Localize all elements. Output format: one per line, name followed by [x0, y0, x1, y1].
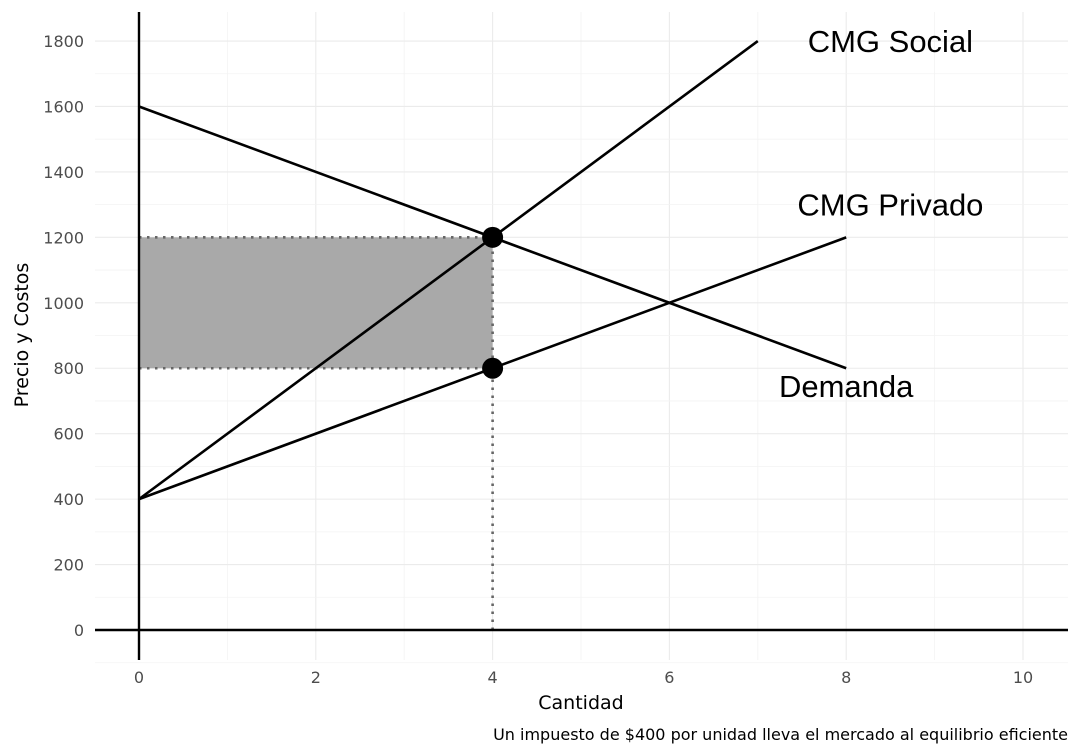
shaded-rect — [139, 237, 493, 369]
series-line-cmg-social — [138, 39, 759, 501]
curve-label: CMG Privado — [797, 188, 983, 223]
y-tick-label: 0 — [74, 621, 84, 640]
x-axis-title: Cantidad — [538, 692, 623, 714]
curve-label: Demanda — [779, 369, 914, 404]
y-axis-title: Precio y Costos — [11, 263, 33, 408]
axes — [95, 12, 1068, 660]
x-tick-label: 10 — [1013, 668, 1033, 687]
y-tick-label: 1000 — [43, 294, 84, 313]
curve-label: CMG Social — [808, 24, 973, 59]
curve-labels: CMG Social CMG Privado Demanda — [779, 24, 983, 404]
y-tick-label: 200 — [53, 556, 84, 575]
y-tick-label: 1400 — [43, 163, 84, 182]
y-tick-label: 1800 — [43, 32, 84, 51]
shaded-area — [139, 237, 493, 369]
y-tick-label: 600 — [53, 425, 84, 444]
tick-labels: 0 2 4 6 8 10 0 200 400 600 800 1000 1200 1400 1600 1800 — [43, 32, 1033, 687]
y-tick-label: 800 — [53, 359, 84, 378]
x-tick-label: 2 — [311, 668, 321, 687]
x-tick-label: 0 — [134, 668, 144, 687]
equilibrium-point — [482, 357, 504, 379]
y-tick-label: 1600 — [43, 97, 84, 116]
caption: Un impuesto de $400 por unidad lleva el … — [493, 725, 1068, 744]
x-tick-label: 6 — [664, 668, 674, 687]
y-tick-label: 400 — [53, 490, 84, 509]
x-tick-label: 4 — [488, 668, 498, 687]
x-tick-label: 8 — [841, 668, 851, 687]
y-tick-label: 1200 — [43, 228, 84, 247]
points — [482, 226, 504, 379]
equilibrium-point — [482, 226, 504, 248]
